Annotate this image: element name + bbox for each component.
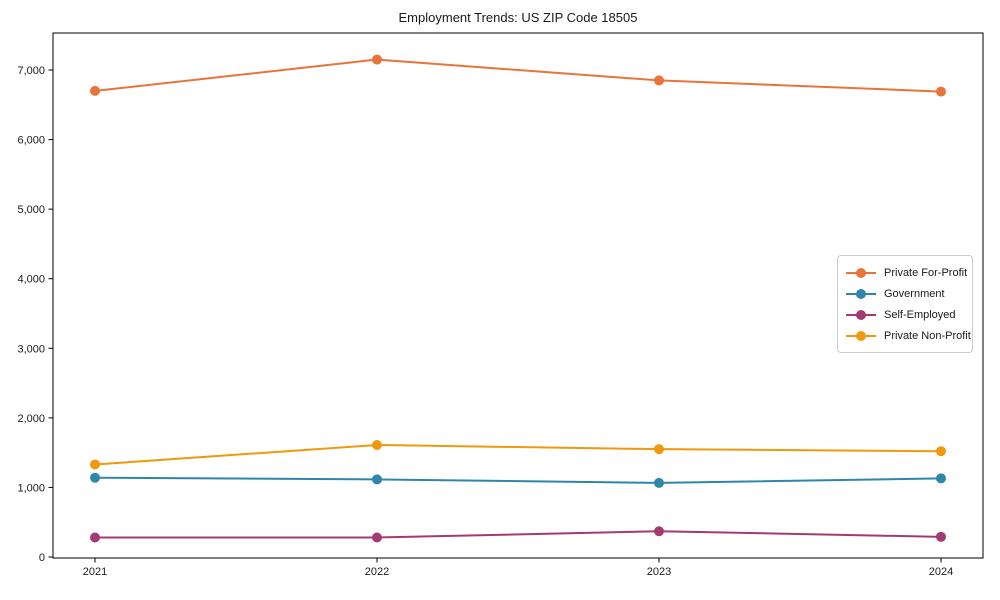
legend-label-government: Government <box>884 287 945 300</box>
data-point-government-2023 <box>654 477 664 488</box>
y-tick-label: 7,000 <box>17 65 45 77</box>
data-point-private-non-profit-2021 <box>90 459 100 470</box>
data-point-private-for-profit-2024 <box>936 86 946 97</box>
data-point-private-for-profit-2022 <box>372 54 382 65</box>
chart-title: Employment Trends: US ZIP Code 18505 <box>398 10 638 25</box>
y-tick-label: 6,000 <box>17 135 45 147</box>
series-line-self-employed <box>95 530 942 539</box>
y-tick-label: 4,000 <box>17 274 45 286</box>
data-point-government-2024 <box>936 473 946 484</box>
data-point-private-non-profit-2024 <box>936 446 946 457</box>
x-tick-label: 2021 <box>83 566 107 578</box>
legend-label-private-non-profit: Private Non-Profit <box>884 329 971 342</box>
plot-frame <box>52 32 984 559</box>
data-point-private-for-profit-2021 <box>90 85 100 96</box>
legend-item-government: Government <box>846 283 964 304</box>
legend-dot-sample <box>856 330 866 341</box>
series-line-government <box>94 476 942 484</box>
legend-item-private-non-profit: Private Non-Profit <box>846 325 971 346</box>
legend-marker-private-non-profit <box>846 330 876 341</box>
legend-dot-sample <box>856 309 866 320</box>
data-point-government-2021 <box>90 472 100 483</box>
y-tick-label: 5,000 <box>17 204 45 216</box>
x-tick-label: 2023 <box>647 566 671 578</box>
data-point-private-non-profit-2022 <box>372 439 382 450</box>
data-point-self-employed-2022 <box>372 532 382 543</box>
legend-item-self-employed: Self-Employed <box>846 304 964 325</box>
legend: Private For-Profit Government Self-Employe… <box>837 255 973 353</box>
data-point-private-for-profit-2023 <box>654 75 664 86</box>
data-point-self-employed-2021 <box>90 532 100 543</box>
x-tick-label: 2022 <box>365 566 389 578</box>
legend-label-private-for-profit: Private For-Profit <box>884 266 968 279</box>
data-point-self-employed-2024 <box>936 531 946 542</box>
legend-marker-self-employed <box>846 309 876 320</box>
legend-label-self-employed: Self-Employed <box>884 308 956 321</box>
legend-marker-private-for-profit <box>846 267 876 278</box>
y-tick-label: 0 <box>39 552 45 564</box>
series-line-private-non-profit <box>94 443 942 466</box>
series-line-private-for-profit <box>94 58 942 93</box>
x-tick-label: 2024 <box>929 566 953 578</box>
legend-dot-sample <box>856 267 866 278</box>
legend-dot-sample <box>856 288 866 299</box>
legend-marker-government <box>846 288 876 299</box>
legend-item-private-for-profit: Private For-Profit <box>846 262 968 283</box>
data-point-private-non-profit-2023 <box>654 444 664 455</box>
y-tick-label: 2,000 <box>17 413 45 425</box>
data-point-government-2022 <box>372 474 382 485</box>
y-tick-label: 1,000 <box>17 482 45 494</box>
y-tick-label: 3,000 <box>17 343 45 355</box>
data-point-self-employed-2023 <box>654 526 664 537</box>
